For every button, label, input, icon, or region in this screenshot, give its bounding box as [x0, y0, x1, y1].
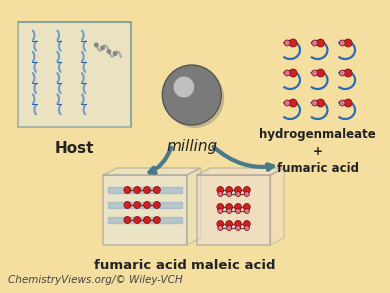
Circle shape [289, 39, 297, 47]
Circle shape [344, 39, 352, 47]
Circle shape [218, 192, 223, 197]
Circle shape [243, 221, 250, 227]
Circle shape [243, 187, 250, 193]
Polygon shape [197, 175, 270, 245]
Circle shape [218, 226, 223, 231]
Circle shape [144, 202, 151, 209]
Circle shape [218, 209, 223, 214]
Polygon shape [197, 168, 284, 175]
Circle shape [134, 202, 141, 209]
Circle shape [339, 70, 345, 76]
Circle shape [94, 42, 99, 47]
Text: maleic acid: maleic acid [191, 259, 276, 272]
Circle shape [227, 209, 232, 214]
Circle shape [124, 217, 131, 224]
Circle shape [165, 68, 224, 128]
Polygon shape [270, 168, 284, 245]
Circle shape [124, 187, 131, 193]
Circle shape [144, 217, 151, 224]
Circle shape [226, 187, 232, 193]
Circle shape [153, 187, 160, 193]
Circle shape [312, 40, 318, 46]
Circle shape [134, 217, 141, 224]
Polygon shape [103, 175, 187, 245]
Circle shape [339, 40, 345, 46]
Text: ChemistryViews.org/© Wiley-VCH: ChemistryViews.org/© Wiley-VCH [8, 275, 183, 285]
Circle shape [312, 70, 318, 76]
Circle shape [245, 192, 249, 197]
Polygon shape [103, 168, 200, 175]
Circle shape [226, 221, 232, 227]
Circle shape [245, 226, 249, 231]
Circle shape [227, 226, 232, 231]
Circle shape [153, 217, 160, 224]
Circle shape [339, 100, 345, 106]
Text: milling: milling [166, 139, 217, 154]
Circle shape [284, 100, 290, 106]
Circle shape [236, 226, 241, 231]
Circle shape [217, 221, 224, 227]
Text: fumaric acid: fumaric acid [94, 259, 186, 272]
Circle shape [317, 69, 324, 77]
Text: hydrogenmaleate
+
fumaric acid: hydrogenmaleate + fumaric acid [259, 128, 376, 175]
Circle shape [245, 209, 249, 214]
Circle shape [243, 204, 250, 210]
Circle shape [134, 187, 141, 193]
Circle shape [234, 187, 241, 193]
Circle shape [312, 100, 318, 106]
Polygon shape [18, 22, 131, 127]
Circle shape [284, 40, 290, 46]
Circle shape [174, 76, 194, 98]
Circle shape [234, 221, 241, 227]
Circle shape [344, 69, 352, 77]
Circle shape [144, 187, 151, 193]
Circle shape [106, 49, 111, 54]
Circle shape [236, 192, 241, 197]
Circle shape [153, 202, 160, 209]
Circle shape [226, 204, 232, 210]
Circle shape [217, 187, 224, 193]
Circle shape [317, 39, 324, 47]
Circle shape [236, 209, 241, 214]
Circle shape [227, 192, 232, 197]
Circle shape [289, 69, 297, 77]
Circle shape [317, 99, 324, 107]
Circle shape [100, 45, 105, 50]
Text: Host: Host [55, 141, 94, 156]
Circle shape [124, 202, 131, 209]
Circle shape [284, 70, 290, 76]
Polygon shape [187, 168, 200, 245]
Circle shape [217, 204, 224, 210]
Circle shape [289, 99, 297, 107]
Circle shape [234, 204, 241, 210]
Circle shape [162, 65, 221, 125]
Circle shape [113, 51, 118, 56]
Circle shape [344, 99, 352, 107]
